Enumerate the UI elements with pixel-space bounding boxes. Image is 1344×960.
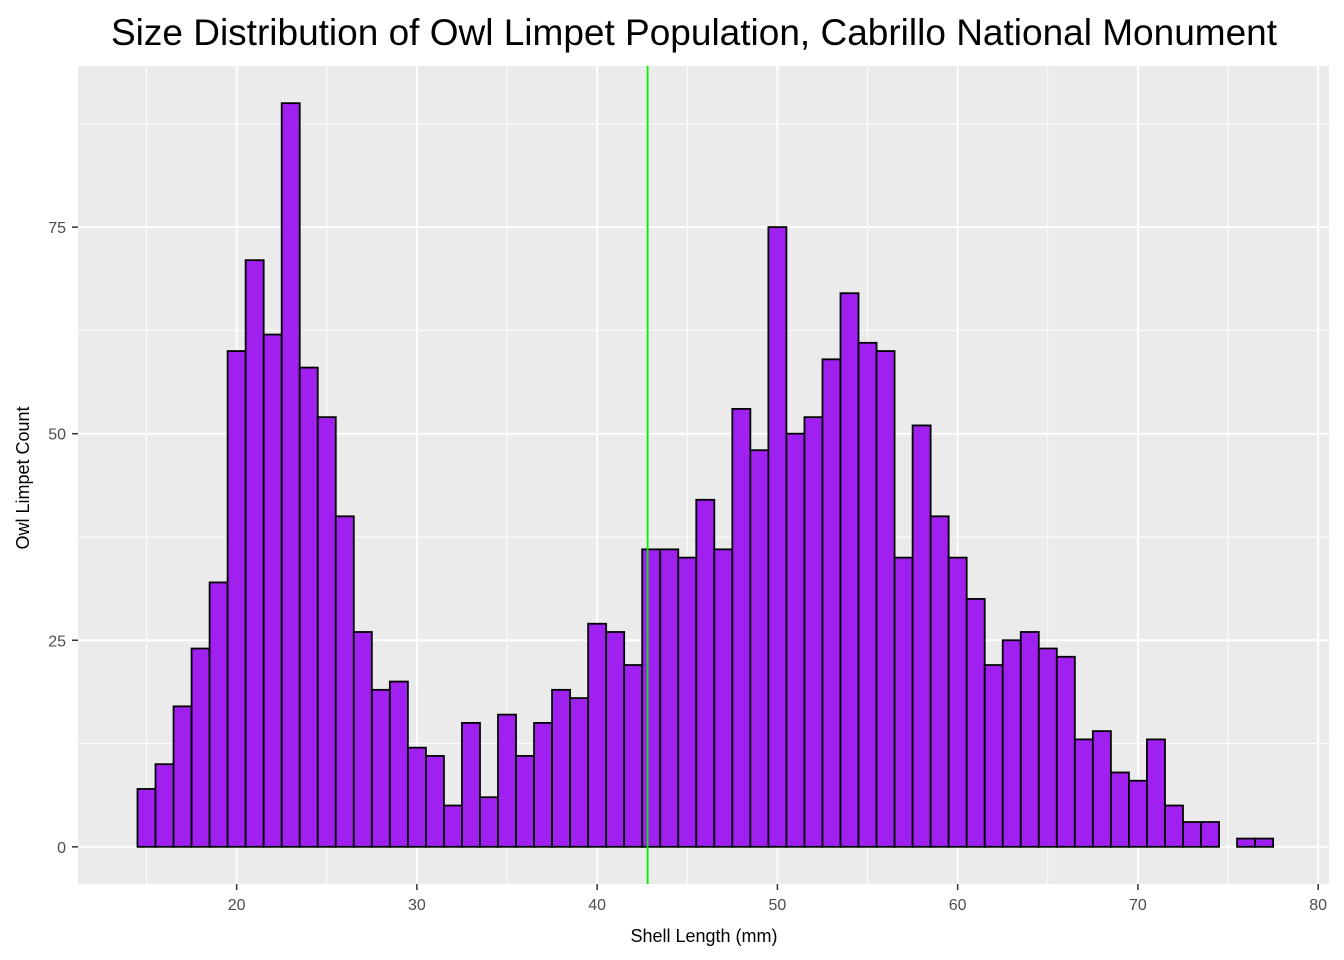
histogram-bar <box>1254 837 1275 848</box>
y-tick-label: 25 <box>48 633 66 650</box>
histogram-bar <box>731 407 752 848</box>
x-tick-label: 50 <box>769 897 787 914</box>
histogram-bar <box>1236 837 1256 848</box>
histogram-bar <box>533 721 553 848</box>
histogram-bar <box>623 664 644 848</box>
histogram-bar <box>839 292 860 848</box>
histogram-bar <box>983 664 1004 848</box>
histogram-bar <box>947 556 968 848</box>
histogram-bar <box>226 350 247 848</box>
x-tick-label: 30 <box>408 897 426 914</box>
histogram-bar <box>1182 821 1202 848</box>
y-axis-label: Owl Limpet Count <box>13 406 33 549</box>
histogram-bar <box>551 688 572 848</box>
x-axis-label: Shell Length (mm) <box>630 926 777 946</box>
x-tick-label: 40 <box>588 897 606 914</box>
histogram-bar <box>785 432 806 848</box>
histogram-bar <box>262 333 283 848</box>
histogram-bar <box>316 416 337 848</box>
histogram-bar <box>461 721 481 848</box>
histogram-bar <box>352 631 373 848</box>
histogram-bar <box>1164 804 1184 848</box>
histogram-bar <box>280 102 301 848</box>
y-tick-label: 75 <box>48 220 66 237</box>
histogram-bar <box>136 788 157 848</box>
histogram-bar <box>334 515 355 848</box>
histogram-bar <box>857 341 878 848</box>
histogram-bar <box>190 647 211 848</box>
histogram-bar <box>587 622 608 848</box>
histogram-bar <box>1055 655 1076 848</box>
histogram-bar <box>515 755 535 848</box>
histogram-bar <box>479 796 499 848</box>
histogram-bar <box>821 358 842 848</box>
x-tick-label: 60 <box>949 897 967 914</box>
histogram-bar <box>1091 730 1112 848</box>
histogram-bar <box>1073 738 1094 848</box>
y-tick-label: 50 <box>48 427 66 444</box>
histogram-bar <box>406 746 427 848</box>
histogram-bar <box>1001 639 1022 848</box>
histogram-bar <box>641 548 662 848</box>
histogram-bar <box>1128 779 1148 848</box>
x-tick-label: 20 <box>228 897 246 914</box>
histogram-bar <box>605 631 626 848</box>
y-tick-label: 0 <box>57 840 66 857</box>
histogram-bar <box>1109 771 1130 848</box>
histogram-bar <box>875 350 896 848</box>
histogram-bar <box>244 259 265 848</box>
histogram-bar <box>425 755 445 848</box>
histogram-bar <box>659 548 680 848</box>
histogram-bar <box>388 680 409 848</box>
histogram-bar <box>1019 631 1040 848</box>
x-tick-label: 80 <box>1309 897 1327 914</box>
x-axis: 20 30 40 50 60 70 80 <box>228 884 1327 914</box>
histogram-bar <box>677 556 698 848</box>
histogram-bar <box>965 598 986 848</box>
histogram-bar <box>298 366 319 848</box>
histogram-bar <box>208 581 229 848</box>
histogram-bar <box>695 498 716 848</box>
histogram-bar <box>172 705 193 848</box>
histogram-bar <box>1037 647 1058 848</box>
histogram-bar <box>370 688 391 848</box>
histogram-bar <box>749 449 770 848</box>
histogram-bar <box>1200 821 1220 848</box>
histogram-bars <box>136 102 1275 848</box>
histogram-bar <box>713 548 734 848</box>
histogram-bar <box>893 556 914 848</box>
histogram-bar <box>569 697 590 848</box>
chart-title: Size Distribution of Owl Limpet Populati… <box>111 12 1278 53</box>
histogram-bar <box>1146 738 1166 848</box>
y-axis: 0 25 50 75 <box>48 220 78 857</box>
histogram-bar <box>443 804 463 848</box>
histogram-bar <box>767 226 788 848</box>
histogram-bar <box>911 424 932 848</box>
histogram-bar <box>497 713 517 848</box>
histogram-bar <box>929 515 950 848</box>
histogram-bar <box>154 763 175 848</box>
histogram-bar <box>803 416 824 848</box>
x-tick-label: 70 <box>1129 897 1147 914</box>
